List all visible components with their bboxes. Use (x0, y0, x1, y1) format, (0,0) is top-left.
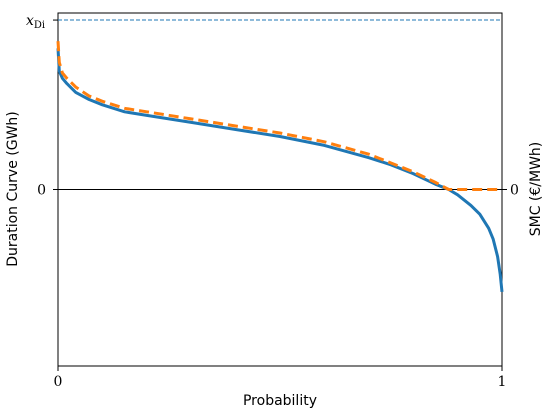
x-tick-label-1: 1 (498, 374, 507, 390)
y-tick-label-left-zero: 0 (37, 183, 46, 199)
x-tick-label-0: 0 (54, 374, 63, 390)
y-tick-label-right-zero: 0 (510, 183, 519, 199)
series-line-duration-curve (56, 48, 504, 293)
y-axis-label-right: SMC (€/MWh) (528, 142, 544, 237)
x-axis-label: Probability (243, 393, 317, 409)
y-axis-label-left: Duration Curve (GWh) (5, 111, 21, 267)
y-tick-label-xdi: xDi (26, 13, 45, 31)
series-line-smc (56, 41, 502, 191)
